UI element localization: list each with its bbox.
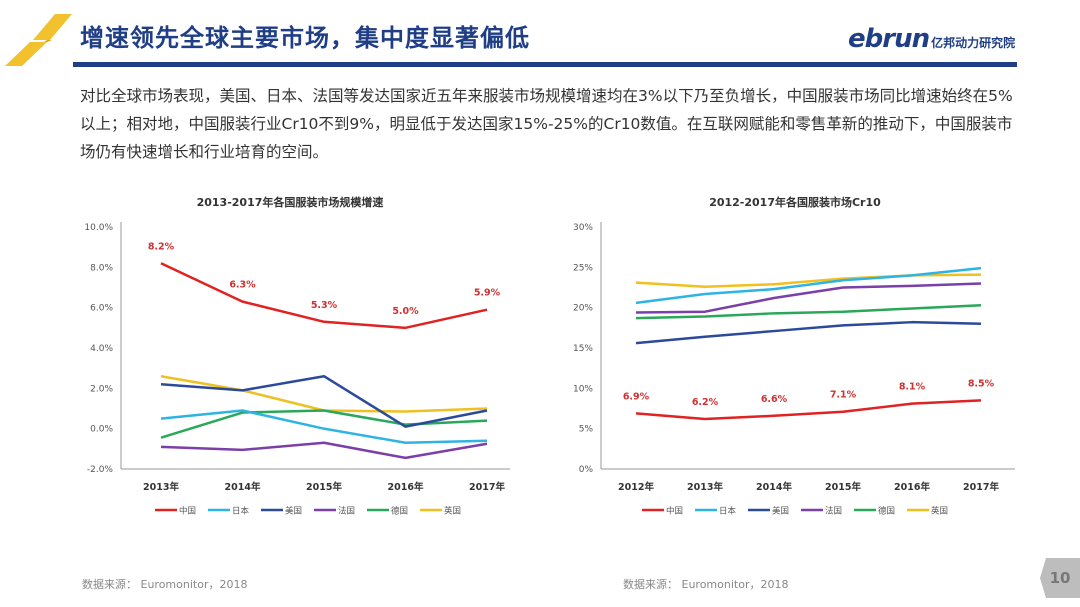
y-tick-label: 10% — [573, 384, 593, 394]
y-tick-label: 0.0% — [90, 425, 113, 435]
data-label: 8.5% — [968, 378, 995, 389]
series-line-1 — [635, 266, 982, 305]
chart-1: 2013-2017年各国服装市场规模增速 10.0% 8.0% 6.0% 4.0% 2.0… — [84, 195, 510, 517]
x-tick-label: 2017年 — [963, 481, 999, 493]
series-line-2 — [635, 320, 982, 345]
page-number: 10 — [1040, 558, 1080, 598]
corner-stripes-icon — [5, 14, 72, 66]
x-tick-label: 2013年 — [687, 481, 723, 493]
data-label: 5.0% — [392, 306, 419, 317]
x-tick-label: 2014年 — [225, 481, 261, 493]
x-tick-label: 2017年 — [469, 481, 505, 493]
description-paragraph: 对比全球市场表现，美国、日本、法国等发达国家近五年来服装市场规模增速均在3%以下… — [80, 87, 1013, 161]
y-tick-label: 8.0% — [90, 263, 113, 273]
chart-2: 2012-2017年各国服装市场Cr10 30% 25% 20% 15% 10% 5% 0% 2… — [573, 195, 1015, 517]
page-title: 增速领先全球主要市场，集中度显著偏低 — [80, 24, 530, 52]
data-label: 8.2% — [148, 241, 175, 252]
x-tick-label: 2016年 — [894, 481, 930, 493]
data-label: 6.2% — [692, 397, 719, 408]
brand-logo: ebrun 亿邦动力研究院 — [848, 24, 1015, 54]
chart-title: 2012-2017年各国服装市场Cr10 — [709, 195, 881, 209]
legend-label: 英国 — [931, 506, 948, 517]
series-line-2 — [160, 374, 488, 428]
series-line-4 — [635, 303, 982, 320]
data-label: 7.1% — [830, 390, 857, 401]
legend-label: 中国 — [666, 506, 683, 517]
data-label: 5.9% — [474, 288, 501, 299]
data-label: 6.6% — [761, 394, 788, 405]
y-tick-label: 2.0% — [90, 384, 113, 394]
x-tick-label: 2016年 — [388, 481, 424, 493]
y-tick-label: 25% — [573, 263, 593, 273]
logo-text: ebrun — [848, 24, 930, 54]
y-tick-label: 6.0% — [90, 304, 113, 314]
y-tick-label: 10.0% — [84, 223, 113, 233]
series-line-0 — [160, 262, 488, 330]
legend-label: 英国 — [444, 506, 461, 517]
legend-label: 日本 — [232, 506, 250, 517]
x-tick-label: 2014年 — [756, 481, 792, 493]
source-note-left: 数据来源： Euromonitor，2018 — [82, 578, 248, 591]
data-label: 8.1% — [899, 382, 926, 393]
data-label: 6.9% — [623, 391, 650, 402]
series-line-5 — [160, 375, 488, 413]
chart-title: 2013-2017年各国服装市场规模增速 — [197, 195, 384, 209]
y-tick-label: -2.0% — [87, 465, 114, 475]
series-line-0 — [635, 399, 982, 421]
legend-label: 中国 — [179, 506, 196, 517]
legend-label: 法国 — [825, 506, 842, 517]
x-tick-label: 2015年 — [825, 481, 861, 493]
y-tick-label: 30% — [573, 223, 593, 233]
logo-subtitle: 亿邦动力研究院 — [931, 36, 1016, 50]
y-tick-label: 20% — [573, 304, 593, 314]
y-tick-label: 15% — [573, 344, 593, 354]
series-line-4 — [160, 409, 488, 439]
legend-label: 日本 — [719, 506, 737, 517]
y-tick-label: 5% — [579, 425, 594, 435]
legend-label: 法国 — [338, 506, 355, 517]
legend-label: 美国 — [772, 506, 789, 517]
x-tick-label: 2015年 — [306, 481, 342, 493]
data-label: 6.3% — [229, 280, 256, 291]
series-line-1 — [160, 409, 488, 445]
series-line-3 — [635, 282, 982, 314]
legend-label: 德国 — [391, 506, 408, 517]
x-tick-label: 2013年 — [143, 481, 179, 493]
x-tick-label: 2012年 — [618, 481, 654, 493]
series-line-3 — [160, 441, 488, 460]
legend-label: 美国 — [285, 506, 302, 517]
y-tick-label: 0% — [579, 465, 594, 475]
source-note-right: 数据来源： Euromonitor，2018 — [623, 578, 789, 591]
y-tick-label: 4.0% — [90, 344, 113, 354]
data-label: 5.3% — [311, 300, 338, 311]
legend-label: 德国 — [878, 506, 895, 517]
header-divider — [73, 62, 1017, 67]
